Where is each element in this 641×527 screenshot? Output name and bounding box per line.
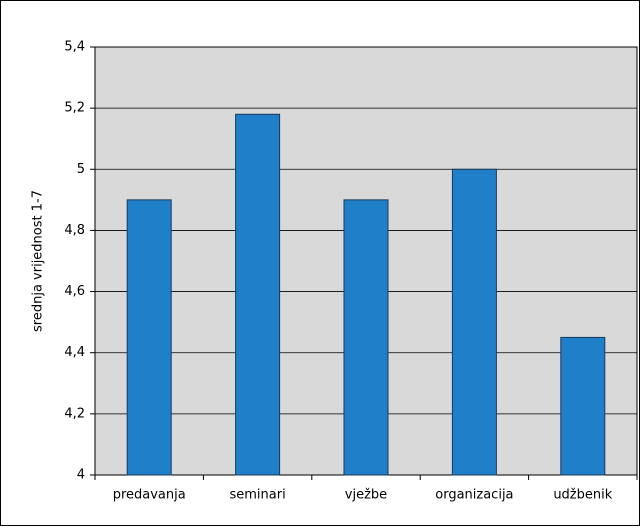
y-tick-label: 4,4 bbox=[64, 345, 85, 360]
bar bbox=[235, 113, 281, 476]
y-tick-label: 4 bbox=[77, 468, 85, 483]
y-tick-label: 5,4 bbox=[64, 40, 85, 55]
bar bbox=[343, 199, 389, 476]
y-tick-label: 4,8 bbox=[64, 223, 85, 238]
y-tick-label: 4,6 bbox=[64, 284, 85, 299]
y-axis-label: srednja vrijednost 1-7 bbox=[31, 190, 46, 332]
x-tick-label: udžbenik bbox=[553, 488, 612, 503]
bar bbox=[451, 168, 497, 476]
x-tick-label: seminari bbox=[229, 488, 285, 503]
x-tick-label: vježbe bbox=[345, 488, 387, 503]
y-tick-label: 5 bbox=[77, 162, 85, 177]
bar bbox=[560, 336, 606, 476]
x-tick-label: organizacija bbox=[435, 488, 513, 503]
x-tick-label: predavanja bbox=[113, 488, 186, 503]
y-tick-label: 4,2 bbox=[64, 406, 85, 421]
y-tick-label: 5,2 bbox=[64, 101, 85, 116]
bar bbox=[126, 199, 172, 476]
